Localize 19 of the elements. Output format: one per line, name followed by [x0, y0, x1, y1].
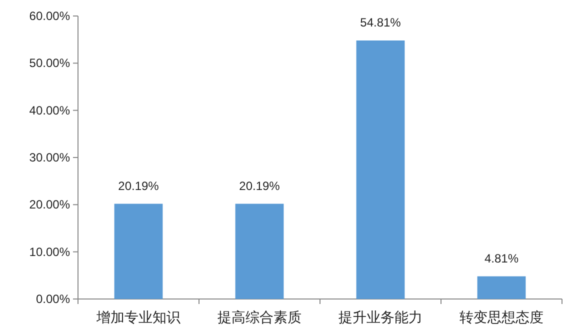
- y-tick-label: 10.00%: [29, 244, 70, 259]
- y-tick-label: 50.00%: [29, 56, 70, 70]
- bar: [477, 276, 526, 299]
- x-tick-label: 提高综合素质: [218, 309, 302, 325]
- y-tick-label: 0.00%: [36, 292, 70, 306]
- x-tick-label: 提升业务能力: [338, 309, 422, 325]
- data-label: 20.19%: [239, 178, 280, 193]
- x-tick-label: 增加专业知识: [96, 309, 180, 325]
- bar: [235, 204, 284, 299]
- y-tick-label: 30.00%: [29, 150, 70, 164]
- y-tick-label: 60.00%: [29, 9, 70, 23]
- y-tick-label: 40.00%: [29, 103, 70, 118]
- x-tick-label: 转变思想态度: [460, 309, 544, 325]
- bar: [114, 204, 163, 299]
- data-label: 20.19%: [118, 178, 160, 193]
- data-label: 54.81%: [360, 15, 402, 30]
- y-tick-label: 20.00%: [29, 198, 70, 212]
- data-label: 4.81%: [484, 251, 519, 266]
- bar: [356, 40, 405, 299]
